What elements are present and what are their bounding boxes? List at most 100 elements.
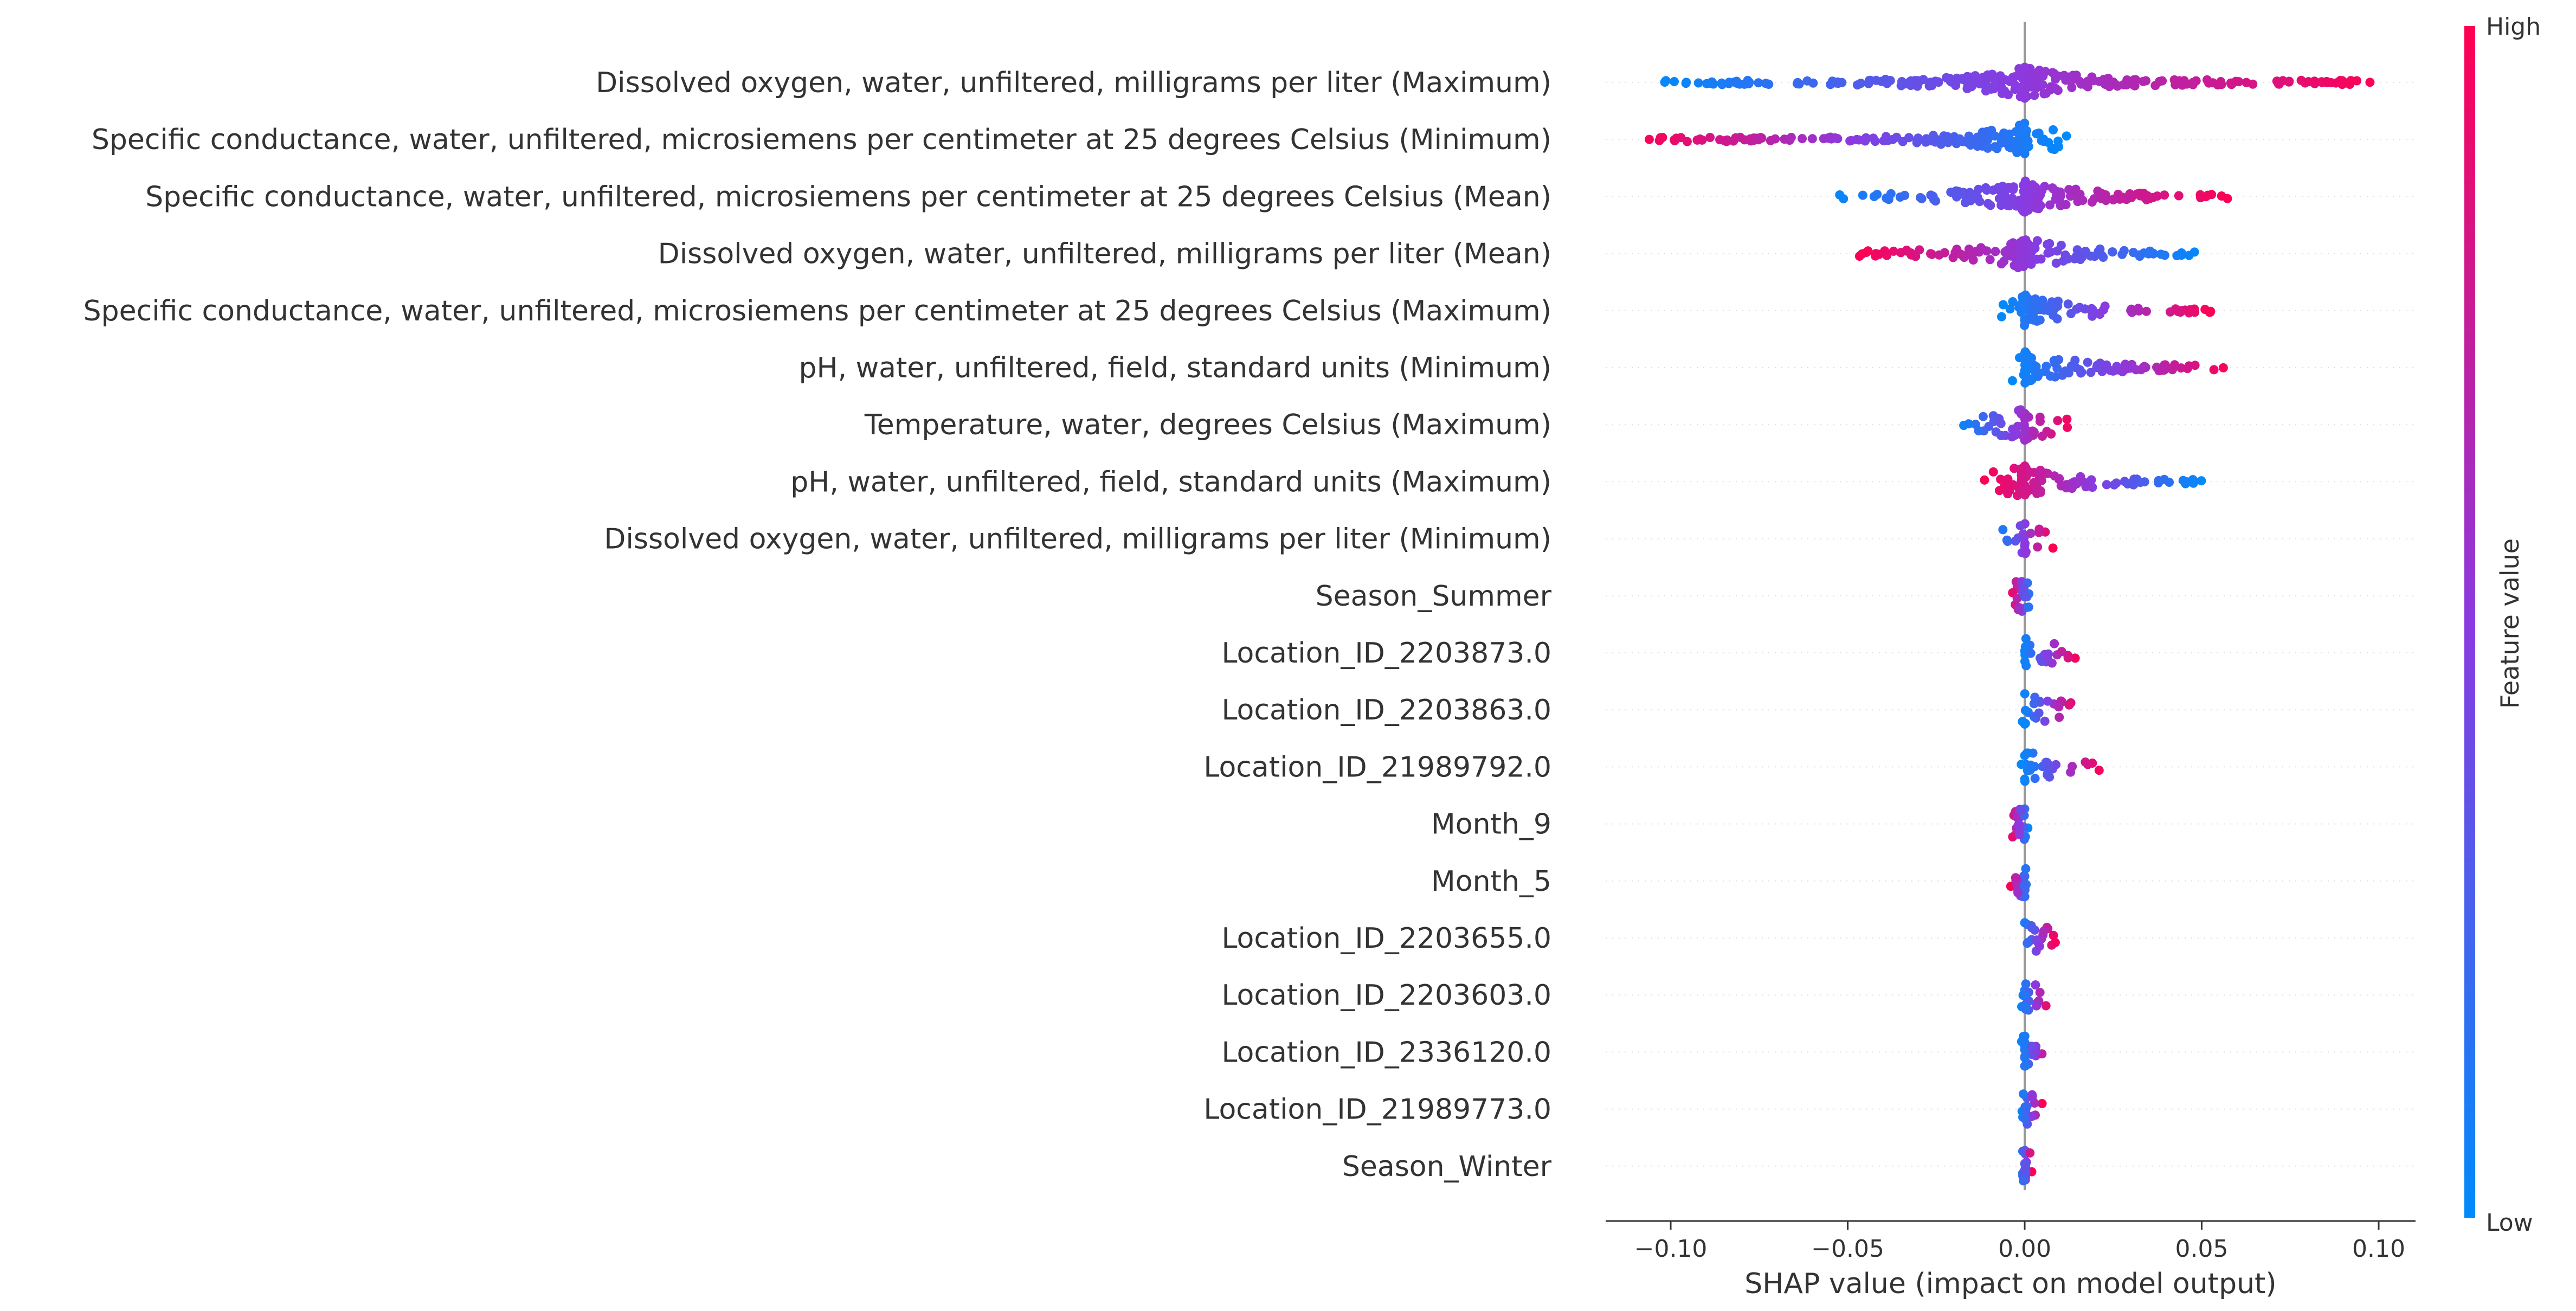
shap-point xyxy=(1964,245,1974,254)
shap-point xyxy=(2081,247,2090,256)
shap-point xyxy=(2020,592,2030,602)
shap-point xyxy=(2174,191,2184,201)
shap-point xyxy=(2045,239,2055,248)
shap-point xyxy=(2042,362,2051,371)
x-tick-label: 0.00 xyxy=(1998,1235,2051,1263)
feature-label: Dissolved oxygen, water, unfiltered, mil… xyxy=(658,238,1551,271)
shap-point xyxy=(1997,83,2007,93)
feature-labels: Dissolved oxygen, water, unfiltered, mil… xyxy=(83,67,1552,1183)
shap-point xyxy=(1884,195,1894,204)
shap-point xyxy=(2035,413,2045,422)
shap-point xyxy=(2061,254,2071,264)
shap-point xyxy=(2032,70,2042,80)
shap-point xyxy=(2012,813,2022,822)
shap-point xyxy=(2108,247,2117,257)
shap-point xyxy=(2016,142,2026,151)
shap-point xyxy=(1997,312,2006,322)
shap-point xyxy=(2020,892,2030,902)
shap-point xyxy=(2075,303,2084,312)
shap-point xyxy=(2020,642,2030,652)
shap-point xyxy=(1858,190,1867,200)
shap-point xyxy=(2013,491,2022,500)
shap-point xyxy=(2019,187,2028,196)
shap-point xyxy=(1915,245,1924,255)
shap-point xyxy=(1644,134,1654,144)
shap-point xyxy=(1743,75,1753,85)
shap-point xyxy=(1808,78,1818,88)
shap-point xyxy=(2160,190,2169,200)
x-axis: −0.10 −0.05 0.00 0.05 0.10 xyxy=(1606,1220,2416,1263)
shap-point xyxy=(1970,420,1980,429)
shap-point xyxy=(2030,91,2039,100)
x-tick-label: −0.05 xyxy=(1811,1235,1884,1263)
shap-point xyxy=(2043,696,2052,706)
shap-point xyxy=(2037,1098,2047,1108)
shap-point xyxy=(2029,427,2039,437)
shap-point xyxy=(2015,521,2025,531)
shap-point xyxy=(2040,716,2050,726)
shap-point xyxy=(1995,71,2005,81)
shap-point xyxy=(2018,133,2027,143)
colorbar-low-label: Low xyxy=(2486,1209,2533,1237)
shap-point xyxy=(1705,133,1715,142)
shap-point xyxy=(1833,79,1843,88)
shap-point xyxy=(2117,249,2127,259)
shap-point xyxy=(1786,133,1796,142)
shap-point xyxy=(2032,236,2042,246)
shap-point xyxy=(1988,467,1998,477)
shap-point xyxy=(2020,705,2030,715)
shap-point xyxy=(1989,417,1999,426)
shap-point xyxy=(2014,828,2024,838)
shap-point xyxy=(2062,414,2072,424)
shap-point xyxy=(2100,301,2110,311)
shap-point xyxy=(2031,362,2041,371)
shap-point xyxy=(1819,134,1828,144)
shap-point xyxy=(1978,132,1987,142)
shap-point xyxy=(2054,702,2064,712)
shap-point xyxy=(2184,250,2194,260)
shap-point xyxy=(2013,888,2023,897)
feature-label: Specific conductance, water, unfiltered,… xyxy=(83,295,1551,327)
shap-point xyxy=(2081,482,2091,492)
shap-point xyxy=(1693,78,1703,88)
shap-point xyxy=(1761,79,1770,88)
shap-point xyxy=(2197,476,2206,486)
shap-point xyxy=(2234,77,2244,87)
shap-point xyxy=(2034,204,2043,214)
shap-point xyxy=(2011,536,2020,546)
shap-point xyxy=(2042,88,2051,98)
data-points xyxy=(1644,62,2375,1186)
shap-point xyxy=(2010,464,2019,473)
shap-point xyxy=(2131,478,2141,487)
shap-point xyxy=(1912,81,1922,91)
shap-point xyxy=(2176,248,2186,258)
shap-point xyxy=(1881,132,1891,142)
shap-point xyxy=(2024,602,2033,612)
shap-point xyxy=(1959,75,1968,85)
shap-point xyxy=(1896,81,1906,91)
shap-point xyxy=(2017,292,2027,302)
shap-point xyxy=(2014,820,2024,830)
shap-point xyxy=(2133,304,2143,313)
shap-point xyxy=(2066,309,2076,318)
shap-point xyxy=(2000,247,2010,257)
shap-point xyxy=(2008,297,2018,306)
shap-point xyxy=(1720,136,1729,146)
shap-point xyxy=(2021,75,2031,85)
shap-point xyxy=(2296,75,2306,85)
shap-point xyxy=(1724,78,1734,87)
shap-point xyxy=(2035,988,2045,997)
shap-point xyxy=(2021,375,2031,384)
shap-point xyxy=(2020,1159,2030,1168)
shap-point xyxy=(2002,201,2012,210)
shap-point xyxy=(1871,250,1881,260)
shap-point xyxy=(1846,136,1856,145)
shap-point xyxy=(2026,648,2036,658)
shap-point xyxy=(2056,191,2066,201)
shap-point xyxy=(2158,76,2167,86)
shap-point xyxy=(2345,80,2355,89)
shap-point xyxy=(2094,766,2104,775)
shap-point xyxy=(2027,1042,2037,1051)
shap-point xyxy=(2020,657,2030,666)
